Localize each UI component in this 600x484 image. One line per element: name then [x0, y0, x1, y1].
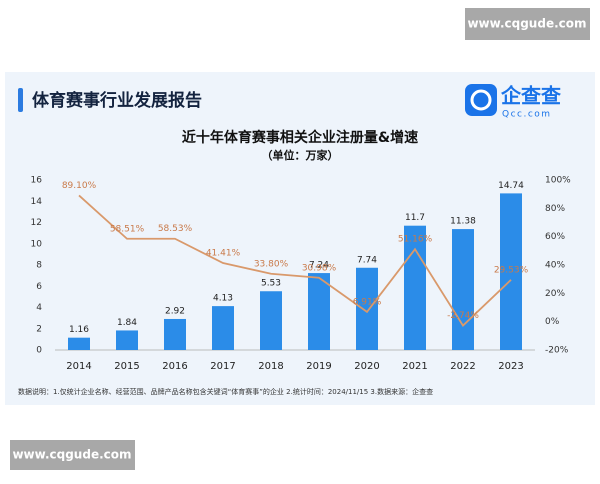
- bar-label: 1.84: [117, 318, 137, 328]
- bar-label: 11.38: [450, 217, 476, 227]
- bar: [212, 306, 234, 350]
- bar: [164, 318, 186, 350]
- watermark: www.cqgude.com: [467, 17, 586, 31]
- bar: [260, 291, 282, 350]
- x-tick-label: 2018: [258, 361, 283, 372]
- header-accent: [18, 88, 23, 112]
- bar-label: 11.7: [405, 213, 425, 223]
- y2-tick-label: 60%: [545, 232, 565, 242]
- footnote: 数据说明：1.仅统计企业名称、经营范围、品牌产品名称包含关键词“体育赛事”的企业…: [18, 387, 433, 396]
- bar-label: 5.53: [261, 279, 281, 289]
- watermark-box: [465, 8, 590, 40]
- x-tick-label: 2023: [498, 361, 523, 372]
- watermark: www.cqgude.com: [12, 448, 131, 462]
- x-tick-label: 2021: [402, 361, 427, 372]
- x-tick-label: 2017: [210, 361, 235, 372]
- y-tick-label: 14: [31, 197, 43, 207]
- bar: [452, 229, 474, 350]
- line-label: 89.10%: [62, 181, 97, 191]
- growth-line: [78, 194, 512, 327]
- y-tick-label: 8: [36, 261, 42, 271]
- x-tick-label: 2020: [354, 361, 379, 372]
- line-label: -2.74%: [447, 311, 479, 321]
- x-tick-label: 2014: [66, 361, 91, 372]
- line-label: 51.16%: [398, 235, 433, 245]
- line-label: 6.91%: [353, 297, 382, 307]
- logo-icon-ring: [470, 89, 492, 111]
- line-label: 29.53%: [494, 265, 529, 275]
- logo-sub: Qcc.com: [502, 110, 552, 120]
- logo-text: 企查查: [500, 84, 561, 108]
- y2-tick-label: 20%: [545, 289, 565, 299]
- bar-label: 4.13: [213, 294, 233, 304]
- bar: [308, 273, 330, 350]
- bar: [68, 337, 90, 350]
- bar-label: 1.16: [69, 325, 89, 335]
- bar: [356, 267, 378, 350]
- y-tick-label: 0: [36, 346, 42, 356]
- line-label: 58.53%: [158, 224, 193, 234]
- line-label: 33.80%: [254, 259, 289, 269]
- y-tick-label: 12: [31, 218, 42, 228]
- bar-label: 14.74: [498, 181, 524, 191]
- y-tick-label: 6: [36, 282, 42, 292]
- logo-icon: [465, 84, 497, 116]
- y2-tick-label: 80%: [545, 204, 565, 214]
- y-tick-label: 16: [31, 176, 43, 186]
- y2-tick-label: 0%: [545, 317, 560, 327]
- line-label: 30.98%: [302, 263, 337, 273]
- bar-label: 7.74: [357, 255, 377, 265]
- chart-title: 近十年体育赛事相关企业注册量&增速: [182, 129, 418, 146]
- line-label: 58.51%: [110, 224, 145, 234]
- bar: [116, 330, 138, 350]
- x-tick-label: 2015: [114, 361, 139, 372]
- x-tick-label: 2022: [450, 361, 475, 372]
- x-tick-label: 2016: [162, 361, 187, 372]
- header-title: 体育赛事行业发展报告: [32, 90, 202, 111]
- chart-subtitle: （单位：万家）: [262, 148, 339, 162]
- bar: [500, 193, 522, 350]
- line-label: 41.41%: [206, 249, 241, 259]
- y2-tick-label: -20%: [545, 346, 569, 356]
- bar-label: 7.24: [309, 261, 329, 271]
- y-tick-label: 2: [36, 324, 42, 334]
- y-tick-label: 10: [31, 239, 43, 249]
- bar-label: 2.92: [165, 306, 185, 316]
- x-tick-label: 2019: [306, 361, 331, 372]
- y2-tick-label: 100%: [545, 176, 571, 186]
- y-tick-label: 4: [36, 303, 42, 313]
- y2-tick-label: 40%: [545, 261, 565, 271]
- watermark-box: [10, 440, 135, 470]
